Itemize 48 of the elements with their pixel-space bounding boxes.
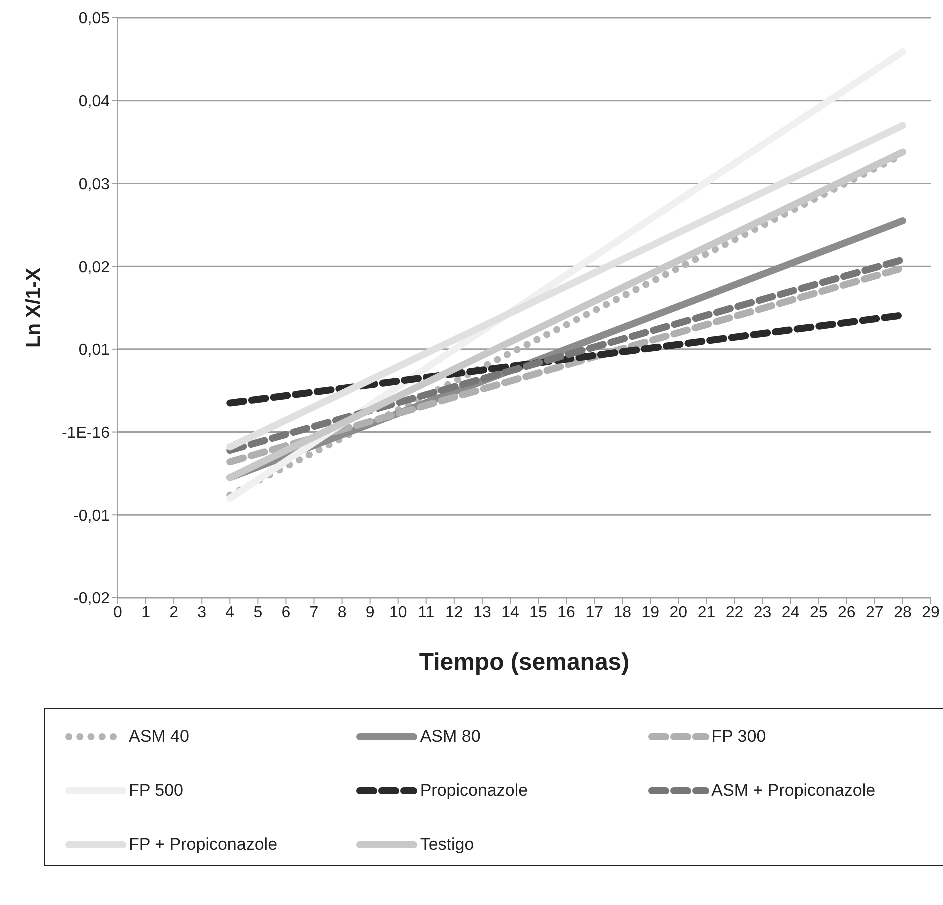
y-tick-label: 0,01 bbox=[78, 342, 110, 360]
y-tick-label: 0,03 bbox=[78, 176, 110, 194]
y-tick-label: -1E-16 bbox=[62, 424, 110, 442]
y-tick-label: -0,02 bbox=[74, 590, 110, 608]
x-tick-label: 3 bbox=[198, 604, 207, 622]
x-axis-title: Tiempo (semanas) bbox=[419, 649, 630, 676]
x-tick-label: 25 bbox=[810, 604, 828, 622]
y-tick-label: -0,01 bbox=[74, 508, 110, 525]
x-tick-label: 24 bbox=[782, 604, 800, 622]
x-tick-label: 8 bbox=[338, 604, 347, 622]
legend-label: Propiconazole bbox=[420, 781, 528, 801]
x-tick-label: 9 bbox=[366, 604, 375, 622]
legend-label: ASM + Propiconazole bbox=[712, 781, 876, 801]
y-tick-label: 0,02 bbox=[78, 259, 110, 276]
x-tick-label: 20 bbox=[670, 604, 688, 622]
x-tick-label: 4 bbox=[226, 604, 235, 622]
x-tick-label: 18 bbox=[614, 604, 632, 622]
legend-label: FP + Propiconazole bbox=[129, 835, 278, 855]
x-tick-label: 1 bbox=[142, 604, 151, 622]
x-tick-label: 0 bbox=[114, 604, 123, 622]
x-tick-label: 6 bbox=[282, 604, 291, 622]
legend-label: FP 500 bbox=[129, 781, 184, 801]
x-tick-label: 11 bbox=[418, 604, 435, 622]
x-tick-label: 5 bbox=[254, 604, 263, 622]
x-tick-label: 26 bbox=[838, 604, 856, 622]
x-tick-label: 28 bbox=[894, 604, 912, 622]
x-tick-label: 23 bbox=[754, 604, 772, 622]
x-tick-label: 7 bbox=[310, 604, 319, 622]
x-tick-label: 29 bbox=[922, 604, 940, 622]
x-tick-label: 15 bbox=[530, 604, 548, 622]
y-tick-label: 0,05 bbox=[78, 10, 110, 28]
x-tick-label: 16 bbox=[558, 604, 576, 622]
x-tick-label: 14 bbox=[502, 604, 520, 622]
x-tick-label: 13 bbox=[474, 604, 492, 622]
legend-label: ASM 40 bbox=[129, 727, 190, 747]
x-tick-label: 27 bbox=[866, 604, 884, 622]
x-tick-label: 12 bbox=[446, 604, 464, 622]
legend-label: FP 300 bbox=[712, 727, 766, 747]
legend-label: ASM 80 bbox=[420, 727, 481, 747]
x-tick-label: 10 bbox=[389, 604, 408, 622]
y-axis-title: Ln X/1-X bbox=[23, 267, 46, 348]
y-tick-label: 0,04 bbox=[78, 94, 110, 111]
x-tick-label: 17 bbox=[586, 604, 604, 622]
x-tick-label: 19 bbox=[642, 604, 660, 622]
x-tick-label: 22 bbox=[726, 604, 744, 622]
legend-label: Testigo bbox=[420, 835, 474, 855]
x-tick-label: 21 bbox=[698, 604, 716, 622]
x-tick-label: 2 bbox=[170, 604, 179, 622]
